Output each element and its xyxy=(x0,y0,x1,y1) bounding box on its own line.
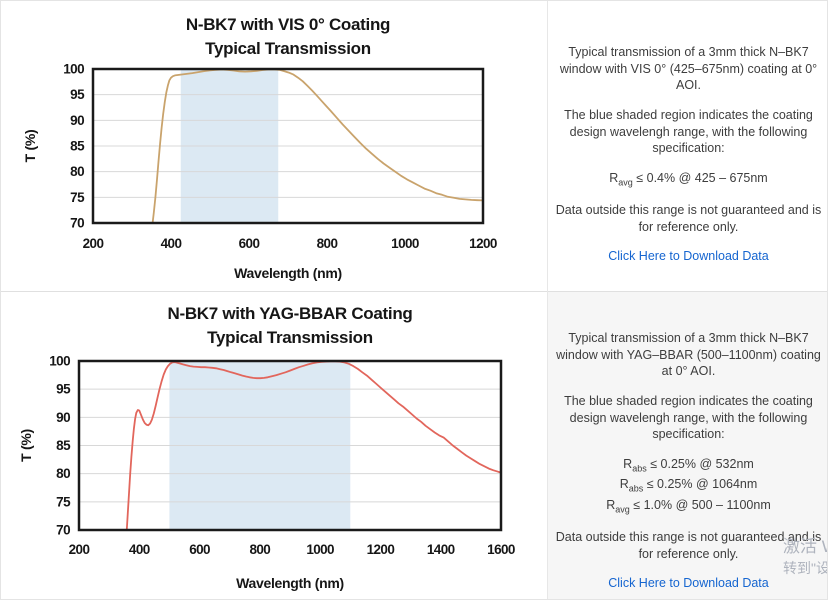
y-tick-label: 95 xyxy=(70,87,85,102)
download-data-link[interactable]: Click Here to Download Data xyxy=(608,576,769,591)
windows-activation-watermark: 转到"设 xyxy=(783,560,828,576)
y-tick-label: 75 xyxy=(70,190,85,205)
transmission-curve xyxy=(151,69,483,223)
transmission-chart-vis: 70 75 80 85 90 95 100 200 400 600 800 1000 1200 N-BK7… xyxy=(22,15,498,281)
panel-vis-coating: Typical transmission of a 3mm thick N–BK… xyxy=(548,1,827,291)
x-tick-label: 1200 xyxy=(367,542,395,557)
section-vis-coating-chart: 70 75 80 85 90 95 100 200 400 600 800 1000 1200 N-BK7… xyxy=(1,1,547,291)
spec-line: Ravg ≤ 0.4% @ 425 – 675nm xyxy=(609,170,768,188)
x-tick-label: 1000 xyxy=(306,542,334,557)
y-tick-label: 70 xyxy=(70,216,84,231)
y-tick-label: 80 xyxy=(56,466,70,481)
x-tick-label: 200 xyxy=(69,542,90,557)
panel-yag-bbar-coating: Typical transmission of a 3mm thick N–BK… xyxy=(548,292,827,599)
y-tick-label: 100 xyxy=(63,62,84,77)
x-tick-label: 600 xyxy=(189,542,210,557)
panel-description: The blue shaded region indicates the coa… xyxy=(564,393,813,442)
x-tick-label: 1400 xyxy=(427,542,455,557)
y-axis-label: T (%) xyxy=(18,429,34,462)
download-data-link[interactable]: Click Here to Download Data xyxy=(608,249,769,264)
y-tick-label: 90 xyxy=(56,410,70,425)
y-tick-label: 100 xyxy=(49,354,70,369)
spec-list: Ravg ≤ 0.4% @ 425 – 675nm xyxy=(552,170,825,189)
plot-frame xyxy=(91,67,485,225)
chart-subtitle: Typical Transmission xyxy=(207,328,373,347)
spec-line: Rabs ≤ 0.25% @ 532nm xyxy=(623,456,754,474)
chart-title: N-BK7 with YAG-BBAR Coating xyxy=(167,304,412,323)
column-divider xyxy=(547,1,548,599)
panel-description: Data outside this range is not guarantee… xyxy=(555,203,822,234)
x-tick-label: 800 xyxy=(317,236,338,251)
x-tick-label: 200 xyxy=(83,236,104,251)
y-tick-label: 85 xyxy=(70,139,85,154)
section-divider xyxy=(1,291,827,292)
x-tick-label: 800 xyxy=(249,542,270,557)
windows-activation-watermark: 激活 W xyxy=(783,537,827,556)
x-tick-label: 1600 xyxy=(487,542,515,557)
spec-line: Ravg ≤ 1.0% @ 500 – 1100nm xyxy=(606,497,771,515)
section-yag-bbar-chart: 70 75 80 85 90 95 100 200 400 600 800 1000 1200 1400 1… xyxy=(1,291,547,599)
spec-line: Rabs ≤ 0.25% @ 1064nm xyxy=(619,477,758,494)
x-tick-label: 1200 xyxy=(469,236,497,251)
x-tick-label: 400 xyxy=(129,542,150,557)
x-tick-label: 600 xyxy=(239,236,260,251)
transmission-chart-yag-bbar: 70 75 80 85 90 95 100 200 400 600 800 1000 1200 1400 1… xyxy=(18,304,516,591)
y-tick-label: 85 xyxy=(56,438,71,453)
chart-title: N-BK7 with VIS 0° Coating xyxy=(186,15,390,34)
panel-description: The blue shaded region indicates the coa… xyxy=(564,107,813,156)
y-axis-label: T (%) xyxy=(22,130,38,163)
y-tick-label: 70 xyxy=(56,523,70,538)
panel-description: Typical transmission of a 3mm thick N–BK… xyxy=(559,45,818,93)
y-tick-label: 95 xyxy=(56,382,71,397)
transmission-curve xyxy=(125,361,501,530)
x-axis-label: Wavelength (nm) xyxy=(234,265,342,281)
y-tick-label: 75 xyxy=(56,494,71,509)
x-tick-label: 1000 xyxy=(391,236,419,251)
x-axis-label: Wavelength (nm) xyxy=(236,575,344,591)
panel-description: Typical transmission of a 3mm thick N–BK… xyxy=(556,331,821,379)
y-tick-label: 90 xyxy=(70,113,84,128)
chart-subtitle: Typical Transmission xyxy=(205,39,371,58)
y-tick-label: 80 xyxy=(70,164,84,179)
x-tick-label: 400 xyxy=(161,236,182,251)
plot-frame xyxy=(77,359,503,532)
spec-list: Rabs ≤ 0.25% @ 532nm Rabs ≤ 0.25% @ 1064n… xyxy=(552,456,825,516)
panel-description: Data outside this range is not guarantee… xyxy=(555,530,822,561)
